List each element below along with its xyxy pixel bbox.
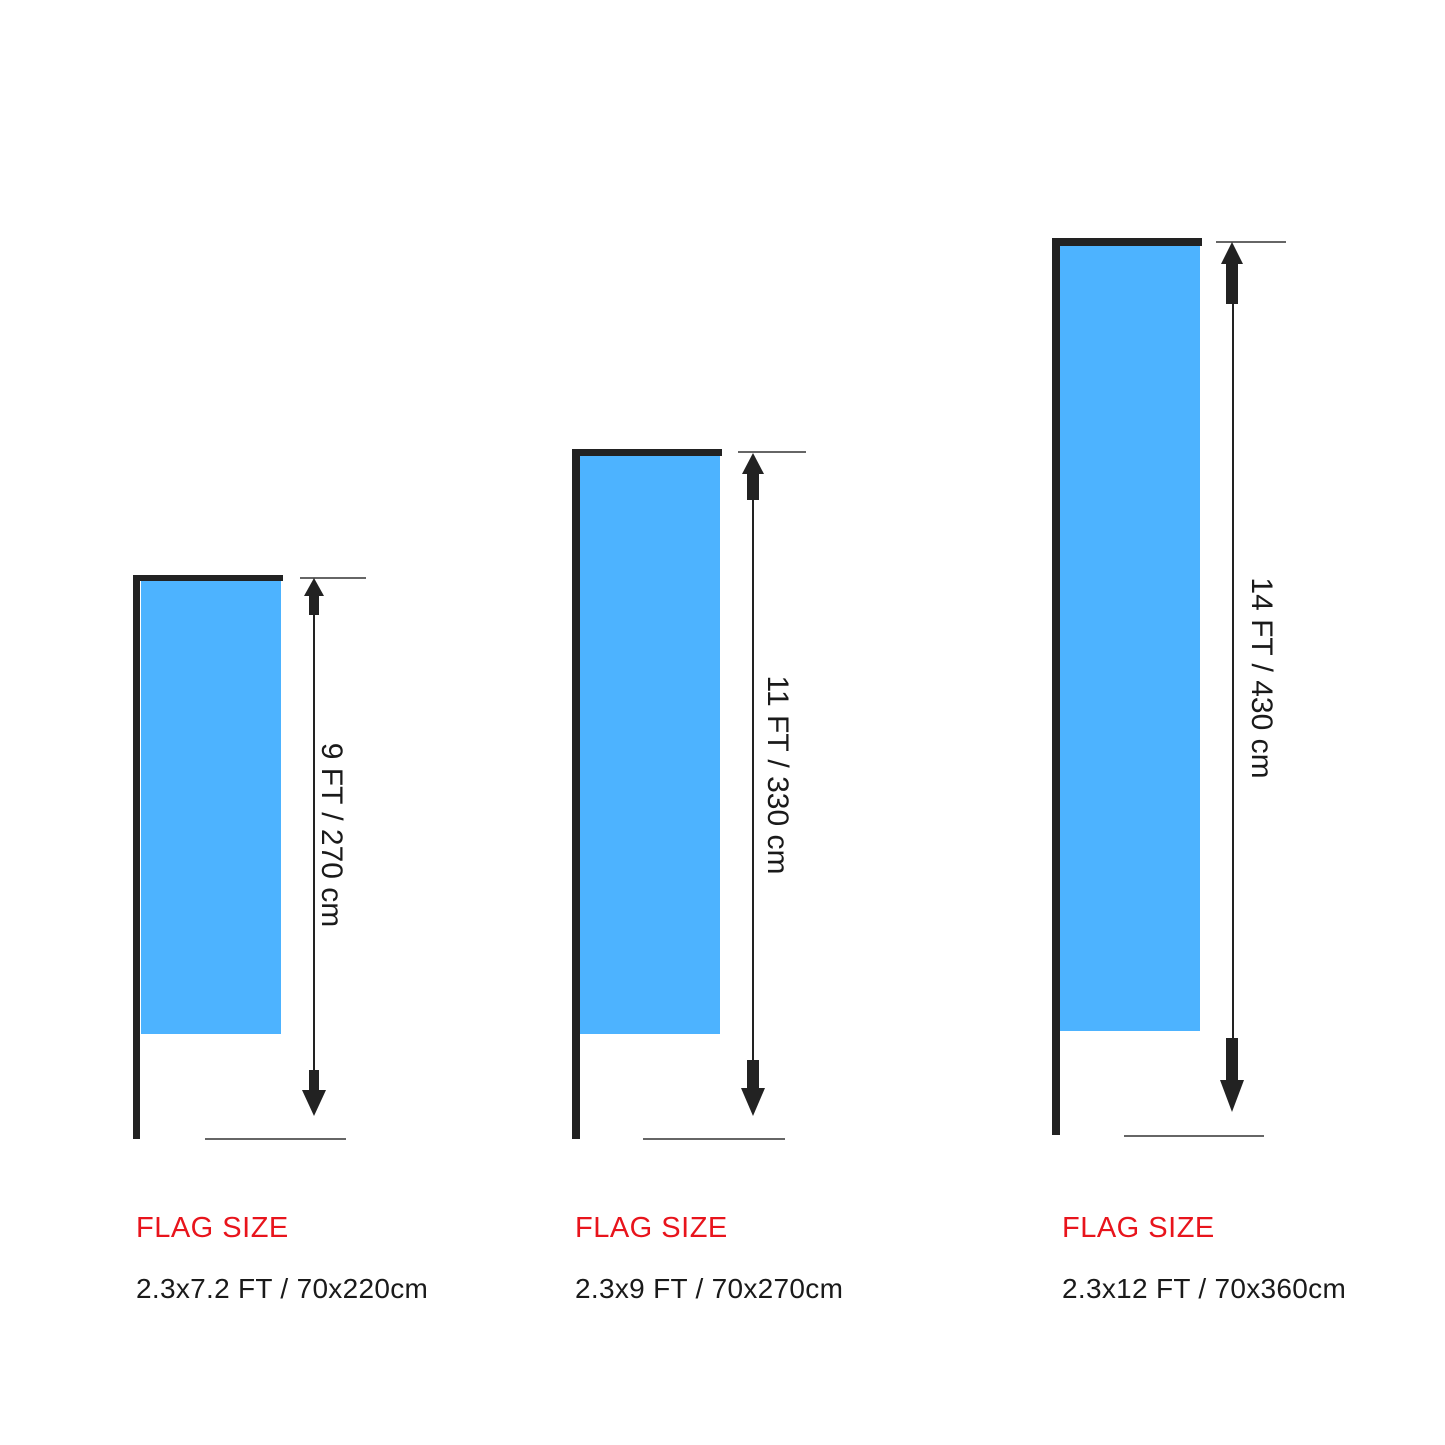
flag-1: 9 FT / 270 cm [133,575,366,1140]
flag-1-pole [133,575,140,1139]
flag-2-banner [580,456,720,1034]
flag-3-size-value: 2.3x12 FT / 70x360cm [1062,1273,1347,1304]
flag-3-banner [1060,246,1200,1031]
flag-2-pole [572,449,580,1139]
flag-3-size-label: FLAG SIZE [1062,1212,1215,1244]
flag-1-arrow-up-icon [304,578,324,615]
flag-2-top-bar [572,449,722,456]
flag-1-size-label: FLAG SIZE [136,1212,289,1244]
flag-2: 11 FT / 330 cm [572,449,806,1140]
flag-2-caption: FLAG SIZE 2.3x9 FT / 70x270cm [575,1212,843,1305]
flag-1-arrow-down-icon [302,1070,326,1116]
flag-1-size-value: 2.3x7.2 FT / 70x220cm [136,1273,429,1304]
flag-1-top-bar [133,575,283,581]
flag-2-arrow-down-icon [741,1060,765,1116]
flag-3-height-label: 14 FT / 430 cm [1245,577,1278,778]
flag-3-top-bar [1052,238,1202,246]
flag-3-caption: FLAG SIZE 2.3x12 FT / 70x360cm [1062,1212,1346,1305]
flag-3-pole [1052,238,1060,1135]
flag-1-height-label: 9 FT / 270 cm [315,743,348,928]
flag-3-arrow-down-icon [1220,1038,1244,1112]
flag-2-height-label: 11 FT / 330 cm [761,676,794,875]
flag-3-arrow-up-icon [1221,242,1243,304]
flag-2-size-value: 2.3x9 FT / 70x270cm [575,1273,844,1304]
flag-3: 14 FT / 430 cm [1052,238,1286,1137]
flag-2-size-label: FLAG SIZE [575,1212,728,1244]
flag-1-banner [141,581,281,1034]
flag-1-caption: FLAG SIZE 2.3x7.2 FT / 70x220cm [136,1212,428,1305]
flag-2-arrow-up-icon [742,453,764,500]
